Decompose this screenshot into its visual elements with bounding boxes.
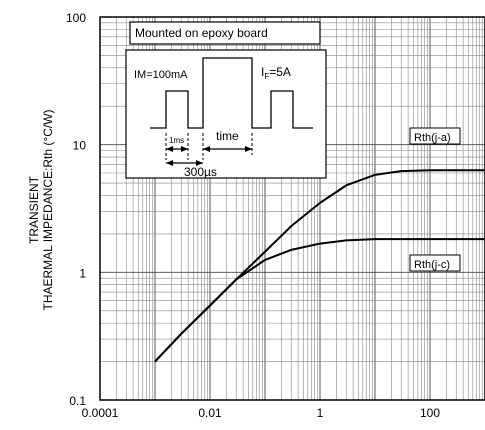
im-label: IM=100mA xyxy=(134,69,188,81)
arrowhead xyxy=(245,146,252,152)
x-tick-label: 0.01 xyxy=(198,406,222,420)
y-axis-label-line1: TRANSIENT xyxy=(27,175,41,244)
series-label-box-jc xyxy=(409,254,461,272)
curves xyxy=(154,169,485,363)
arrowhead xyxy=(203,146,210,152)
x-tick-label: 100 xyxy=(420,406,440,420)
period-label: 300µs xyxy=(184,165,217,179)
series-line-rth-jc xyxy=(154,238,485,363)
if-label: IF=5A xyxy=(261,65,291,81)
time-label: time xyxy=(216,129,239,143)
y-tick-label: 100 xyxy=(66,11,86,25)
series-label-box-ja xyxy=(409,127,461,145)
y-axis-label-line2: THAERMAL IMPEDANCE:Rth (°C/W) xyxy=(41,109,55,310)
arrowhead xyxy=(166,146,173,152)
arrowhead xyxy=(196,160,203,166)
x-tick-label: 0.0001 xyxy=(82,406,119,420)
y-tick-label: 0.1 xyxy=(69,394,86,408)
x-tick-labels: 0.0001 0.01 1 100 xyxy=(82,406,441,420)
inset-pulse-diagram: Mounted on epoxy board IM=100mA IF=5A 1m… xyxy=(125,21,327,179)
inset-title-box xyxy=(129,21,321,45)
y-tick-label: 10 xyxy=(73,139,87,153)
inset-title: Mounted on epoxy board xyxy=(135,26,268,40)
pulse-width-label: 1ms xyxy=(169,136,184,145)
y-tick-label: 1 xyxy=(79,266,86,280)
arrowhead xyxy=(181,146,188,152)
x-tick-label: 1 xyxy=(317,406,324,420)
series-label-rth-jc: Rth(j-c) xyxy=(414,259,450,271)
plot-frame xyxy=(99,16,485,401)
arrowhead xyxy=(166,160,173,166)
y-tick-labels: 0.1 1 10 100 xyxy=(66,11,86,408)
series-label-rth-ja: Rth(j-a) xyxy=(414,132,451,144)
pulse-waveform xyxy=(150,57,313,129)
